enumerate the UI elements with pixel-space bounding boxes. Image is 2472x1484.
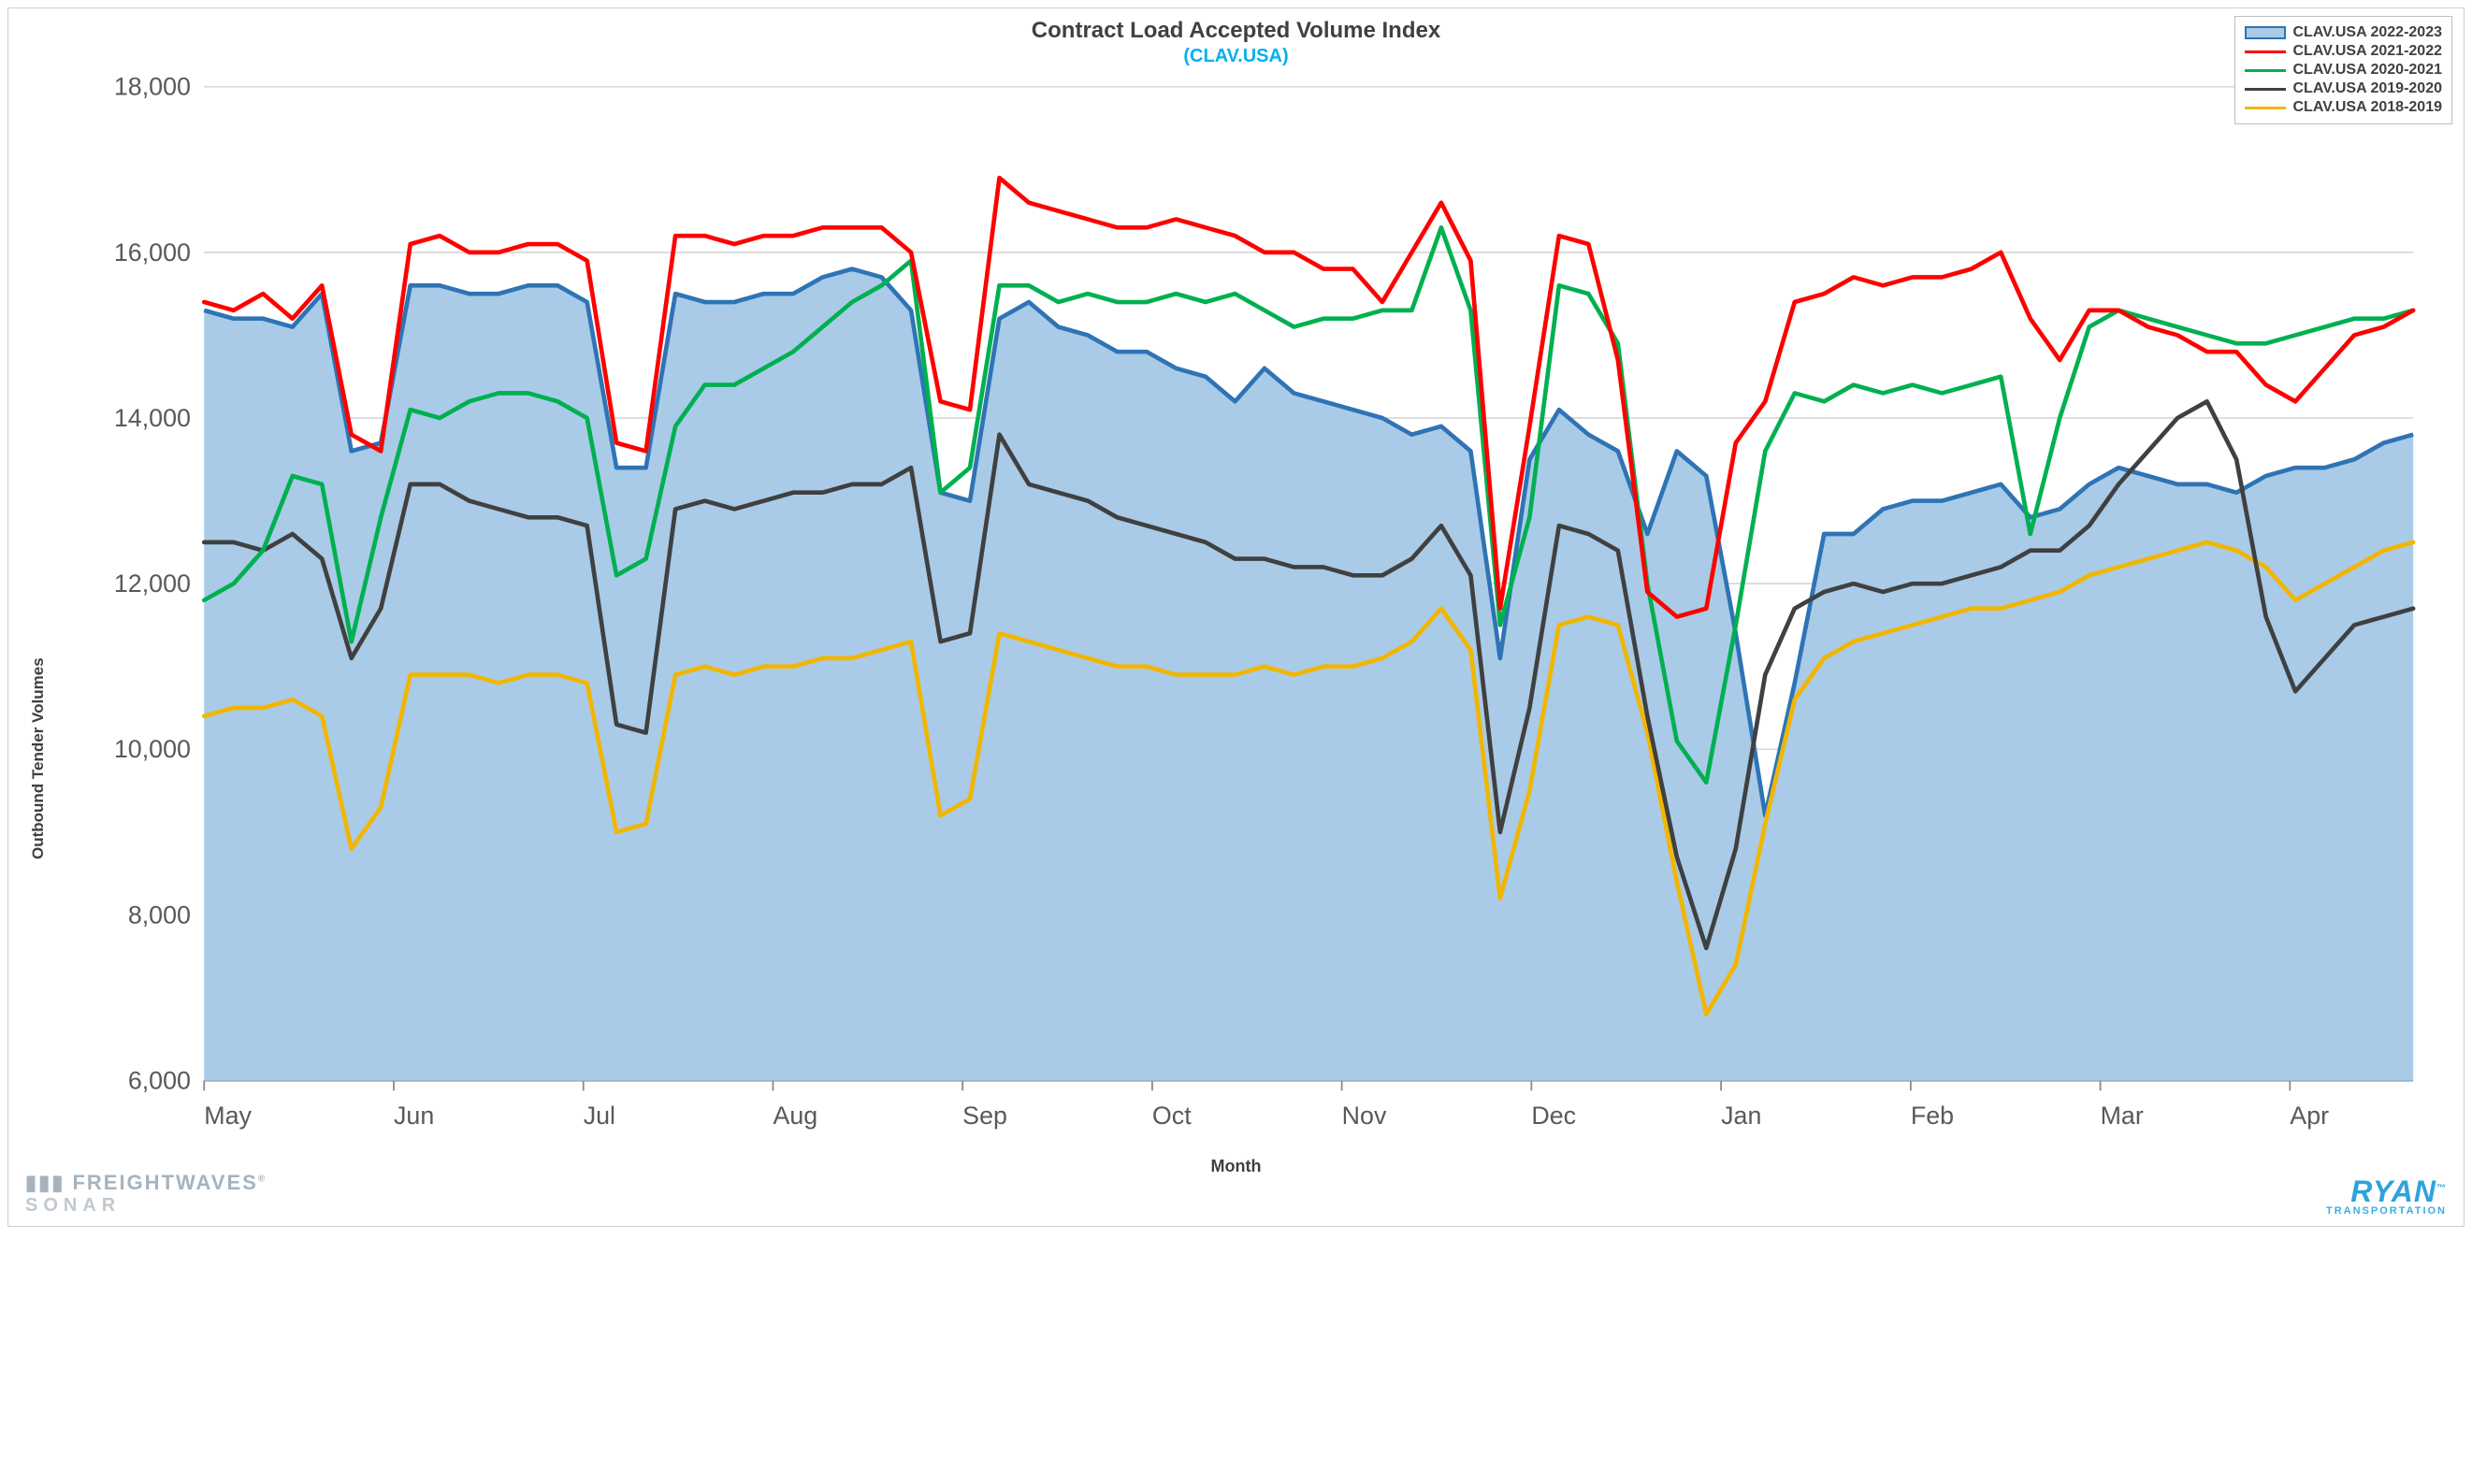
- chart-container: CLAV.USA 2022-2023 CLAV.USA 2021-2022 CLAV…: [7, 7, 2465, 1227]
- y-tick-label: 8,000: [128, 900, 191, 929]
- x-tick-label: Jun: [394, 1102, 434, 1130]
- x-tick-label: Apr: [2290, 1102, 2329, 1130]
- x-tick-label: Sep: [962, 1102, 1007, 1130]
- chart-title: Contract Load Accepted Volume Index: [8, 18, 2464, 44]
- x-tick-label: Feb: [1911, 1102, 1954, 1130]
- legend-swatch: [2245, 88, 2286, 91]
- legend-label: CLAV.USA 2019-2020: [2293, 80, 2443, 97]
- legend: CLAV.USA 2022-2023 CLAV.USA 2021-2022 CLAV…: [2234, 16, 2453, 124]
- legend-item: CLAV.USA 2019-2020: [2245, 80, 2443, 97]
- x-tick-label: Aug: [773, 1102, 817, 1130]
- x-tick-label: Jan: [1721, 1102, 1761, 1130]
- logo-left-bottom: SONAR: [25, 1195, 267, 1217]
- legend-item: CLAV.USA 2022-2023: [2245, 24, 2443, 41]
- title-block: Contract Load Accepted Volume Index (CLA…: [8, 8, 2464, 71]
- plot-area: 6,000 8,000 10,000 12,000 14,000 16,000 18,000…: [87, 77, 2430, 1147]
- y-tick-label: 18,000: [114, 77, 191, 101]
- logo-right-bottom: TRANSPORTATION: [2326, 1205, 2447, 1217]
- footer-logos: ▮▮▮ FREIGHTWAVES® SONAR RYAN™ TRANSPORTA…: [8, 1171, 2464, 1226]
- x-tick-label: Dec: [1531, 1102, 1576, 1130]
- legend-item: CLAV.USA 2020-2021: [2245, 62, 2443, 79]
- legend-label: CLAV.USA 2021-2022: [2293, 43, 2443, 60]
- logo-right-top: RYAN: [2350, 1174, 2436, 1208]
- legend-label: CLAV.USA 2022-2023: [2293, 24, 2443, 41]
- legend-swatch: [2245, 107, 2286, 109]
- legend-item: CLAV.USA 2018-2019: [2245, 99, 2443, 116]
- y-axis-label: Outbound Tender Volumes: [29, 657, 48, 859]
- x-tick-label: May: [204, 1102, 252, 1130]
- ryan-transportation-logo: RYAN™ TRANSPORTATION: [2326, 1178, 2447, 1217]
- x-axis-label: Month: [8, 1157, 2464, 1176]
- x-tick-label: Jul: [584, 1102, 615, 1130]
- x-tick-label: Oct: [1152, 1102, 1192, 1130]
- legend-swatch: [2245, 50, 2286, 53]
- y-tick-label: 6,000: [128, 1067, 191, 1095]
- legend-label: CLAV.USA 2018-2019: [2293, 99, 2443, 116]
- chart-subtitle: (CLAV.USA): [8, 46, 2464, 67]
- legend-swatch: [2245, 26, 2286, 39]
- y-tick-label: 14,000: [114, 404, 191, 432]
- freightwaves-sonar-logo: ▮▮▮ FREIGHTWAVES® SONAR: [25, 1171, 267, 1217]
- x-tick-label: Mar: [2101, 1102, 2144, 1130]
- legend-swatch: [2245, 69, 2286, 72]
- y-tick-label: 10,000: [114, 735, 191, 763]
- y-tick-label: 16,000: [114, 238, 191, 267]
- chart-svg: 6,000 8,000 10,000 12,000 14,000 16,000 18,000…: [87, 77, 2430, 1147]
- y-tick-label: 12,000: [114, 569, 191, 598]
- x-tick-label: Nov: [1342, 1102, 1387, 1130]
- legend-item: CLAV.USA 2021-2022: [2245, 43, 2443, 60]
- legend-label: CLAV.USA 2020-2021: [2293, 62, 2443, 79]
